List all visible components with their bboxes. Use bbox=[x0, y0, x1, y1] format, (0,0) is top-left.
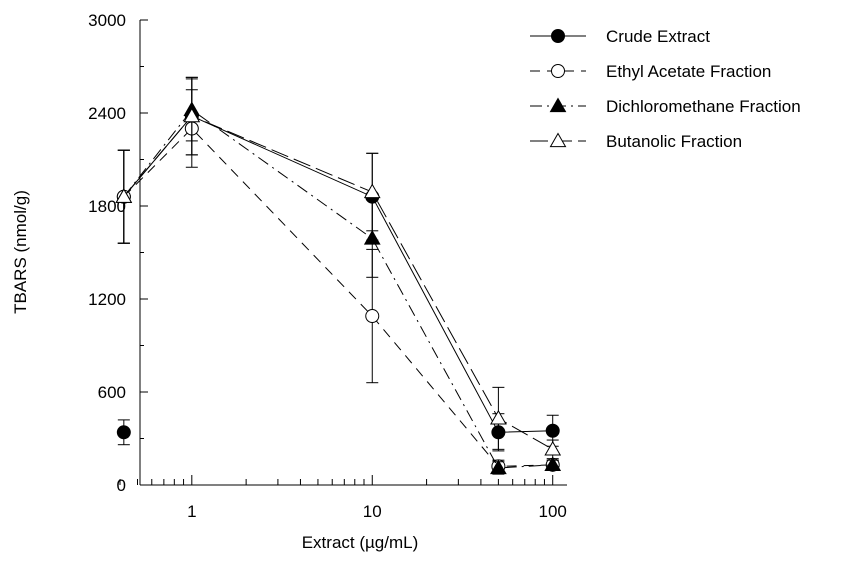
x-tick-label: 100 bbox=[539, 502, 567, 521]
x-tick-label: 10 bbox=[363, 502, 382, 521]
marker-open-circle bbox=[551, 64, 565, 78]
x-axis-title: Extract (µg/mL) bbox=[302, 533, 419, 552]
y-axis-title: TBARS (nmol/g) bbox=[11, 190, 30, 314]
marker-open-triangle bbox=[183, 107, 201, 123]
marker-filled-triangle bbox=[490, 459, 507, 475]
series-butanolic-fraction bbox=[115, 76, 562, 460]
series-layer bbox=[115, 76, 562, 475]
marker-open-triangle bbox=[363, 183, 381, 199]
marker-filled-circle bbox=[545, 423, 560, 438]
x-tick-label: 1 bbox=[187, 502, 196, 521]
series-crude-extract bbox=[116, 76, 560, 452]
y-tick-label: 1200 bbox=[88, 290, 126, 309]
marker-open-triangle bbox=[549, 132, 567, 148]
y-tick-label: 2400 bbox=[88, 104, 126, 123]
legend: Crude Extract Ethyl Acetate Fraction Dichl… bbox=[530, 27, 801, 151]
y-tick-label: 3000 bbox=[88, 11, 126, 30]
series-line bbox=[123, 115, 553, 450]
series-line bbox=[123, 109, 553, 469]
legend-label: Dichloromethane Fraction bbox=[606, 97, 801, 116]
control-point bbox=[116, 419, 131, 446]
series-line bbox=[123, 127, 553, 467]
legend-item: Butanolic Fraction bbox=[530, 132, 742, 151]
marker-filled-circle bbox=[551, 29, 565, 43]
series-ethyl-acetate-fraction bbox=[116, 89, 560, 474]
legend-item: Dichloromethane Fraction bbox=[530, 97, 801, 116]
y-tick-label: 0 bbox=[117, 476, 126, 495]
legend-label: Ethyl Acetate Fraction bbox=[606, 62, 771, 81]
marker-open-triangle bbox=[115, 188, 133, 203]
series-line bbox=[123, 115, 553, 433]
series-dichloromethane-fraction bbox=[115, 78, 562, 475]
legend-item: Ethyl Acetate Fraction bbox=[530, 62, 771, 81]
marker-open-triangle bbox=[544, 440, 562, 456]
marker-open-triangle bbox=[490, 409, 507, 425]
marker-filled-circle bbox=[116, 425, 131, 440]
legend-label: Butanolic Fraction bbox=[606, 132, 742, 151]
marker-filled-triangle bbox=[363, 230, 381, 245]
marker-open-circle bbox=[365, 309, 380, 324]
marker-filled-triangle bbox=[549, 97, 567, 113]
legend-label: Crude Extract bbox=[606, 27, 710, 46]
legend-item: Crude Extract bbox=[530, 27, 710, 46]
marker-filled-triangle bbox=[544, 456, 562, 471]
y-tick-label: 600 bbox=[98, 383, 126, 402]
